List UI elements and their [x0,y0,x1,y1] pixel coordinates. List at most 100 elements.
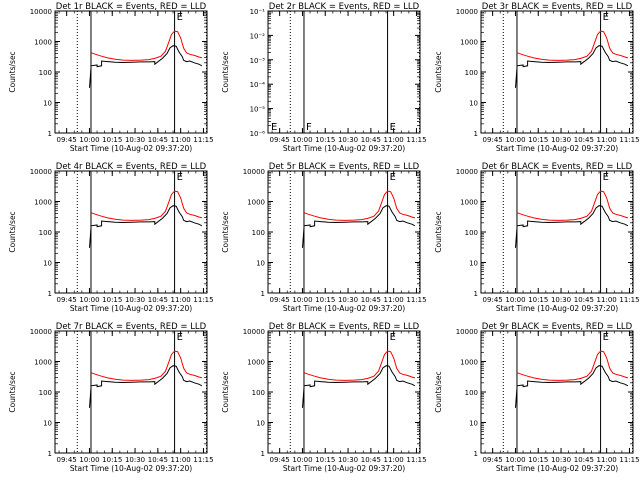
events-series-line [302,205,416,248]
x-tick-label: 10:30 [338,296,358,304]
y-tick-label: 1000 [34,199,52,207]
panel-det-8: Det 8r BLACK = Events, RED = LLD 1 10 100 10… [221,322,427,473]
events-series-line [515,365,629,408]
x-tick-label: 10:30 [338,136,358,144]
x-tick-label: 09:45 [270,296,290,304]
y-tick-label: 1000 [460,199,478,207]
x-tick-label: 09:45 [483,456,503,464]
y-tick-label: 10 [256,420,265,428]
plot-frame [54,330,208,454]
y-tick-label: 10000 [30,328,52,336]
y-tick-label: 1000 [34,359,52,367]
y-tick-label: 10000 [30,8,52,16]
lld-series-line [90,350,203,381]
x-tick-label: 11:15 [619,456,639,464]
y-tick-label: 10 [469,260,478,268]
y-tick-label: 1000 [247,199,265,207]
y-tick-label: 100 [465,69,478,77]
event-marker-letter: E [177,172,183,183]
y-axis-label: Counts/sec [8,211,17,252]
y-axis-label: Counts/sec [221,211,230,252]
x-axis-label: Start Time (10-Aug-02 09:37:20) [496,304,618,313]
plot-frame [267,330,421,454]
x-axis-label: Start Time (10-Aug-02 09:37:20) [70,144,192,153]
events-series-line [515,205,629,248]
panel-title: Det 2r BLACK = Events, RED = LLD [269,2,420,12]
x-tick-label: 10:45 [361,456,381,464]
x-tick-label: 10:00 [292,296,312,304]
x-tick-label: 10:45 [574,296,594,304]
x-tick-label: 11:15 [406,136,426,144]
y-tick-label: 10⁻⁶ [250,130,266,138]
y-tick-label: 10 [469,420,478,428]
y-tick-label: 1 [48,290,52,298]
x-tick-label: 10:30 [125,136,145,144]
y-tick-label: 1000 [34,39,52,47]
x-tick-label: 10:30 [338,456,358,464]
plot-frame [480,170,634,294]
panel-title: Det 7r BLACK = Events, RED = LLD [56,322,207,332]
panel-det-2: Det 2r BLACK = Events, RED = LLD 10⁻⁶ 10⁻⁵… [221,2,427,153]
lld-series-line [303,350,416,381]
x-tick-label: 10:15 [528,456,548,464]
panel-det-3: Det 3r BLACK = Events, RED = LLD 1 10 100 10… [434,2,640,153]
event-marker-letter: E [177,12,183,23]
event-marker-letter: E [603,332,609,343]
event-marker-letter: E [390,332,396,343]
y-tick-label: 1000 [460,39,478,47]
x-tick-label: 10:15 [528,136,548,144]
panel-det-6: Det 6r BLACK = Events, RED = LLD 1 10 100 10… [434,162,640,313]
y-tick-label: 1 [48,450,52,458]
panel-title: Det 9r BLACK = Events, RED = LLD [482,322,633,332]
y-tick-label: 1 [48,130,52,138]
x-tick-label: 11:15 [193,136,213,144]
plot-frame [267,10,421,134]
x-tick-label: 09:45 [270,136,290,144]
x-tick-label: 10:15 [102,456,122,464]
y-tick-label: 10 [469,100,478,108]
events-series-line [89,365,203,408]
x-tick-label: 10:15 [315,456,335,464]
lld-series-line [516,30,629,61]
panel-title: Det 8r BLACK = Events, RED = LLD [269,322,420,332]
y-tick-label: 1000 [247,359,265,367]
y-tick-label: 100 [465,229,478,237]
x-tick-label: 10:45 [361,136,381,144]
x-tick-label: 10:30 [125,456,145,464]
x-tick-label: 11:15 [406,296,426,304]
x-tick-label: 10:00 [292,136,312,144]
x-tick-label: 10:00 [505,296,525,304]
event-marker-letter: E [603,172,609,183]
lld-series-line [90,190,203,221]
y-tick-label: 10⁻² [250,32,266,40]
x-tick-label: 11:00 [384,456,404,464]
panel-title: Det 3r BLACK = Events, RED = LLD [482,2,633,12]
x-tick-label: 10:30 [551,456,571,464]
x-tick-label: 10:00 [505,456,525,464]
plot-frame [54,170,208,294]
y-tick-label: 10⁻³ [250,57,266,65]
event-marker-letter: E [177,332,183,343]
y-tick-label: 1 [474,290,478,298]
x-tick-label: 09:45 [57,136,77,144]
y-tick-label: 100 [465,389,478,397]
x-tick-label: 11:15 [619,296,639,304]
y-axis-label: Counts/sec [221,371,230,412]
plot-frame [480,330,634,454]
x-tick-label: 10:15 [102,136,122,144]
panel-det-9: Det 9r BLACK = Events, RED = LLD 1 10 100 10… [434,322,640,473]
y-tick-label: 10000 [243,168,265,176]
events-series-line [515,45,629,88]
y-tick-label: 100 [39,69,52,77]
x-axis-label: Start Time (10-Aug-02 09:37:20) [496,464,618,473]
x-tick-label: 11:00 [171,136,191,144]
x-tick-label: 11:15 [193,456,213,464]
event-marker-letter: E [603,12,609,23]
lld-series-line [516,190,629,221]
x-tick-label: 11:15 [193,296,213,304]
plot-frame [54,10,208,134]
x-tick-label: 10:15 [102,296,122,304]
x-tick-label: 11:15 [619,136,639,144]
y-tick-label: 10000 [456,8,478,16]
